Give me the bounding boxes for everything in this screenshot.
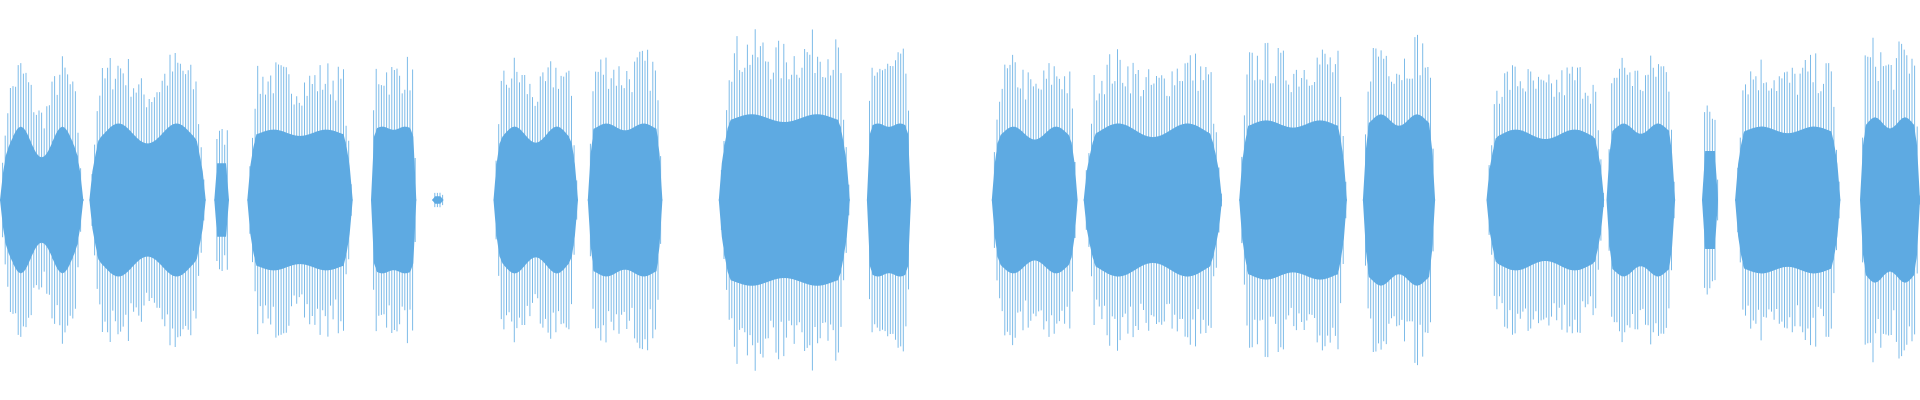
page: (() => { const data = JSON.parse(documen… [0, 29, 1920, 371]
waveform [0, 29, 1920, 371]
